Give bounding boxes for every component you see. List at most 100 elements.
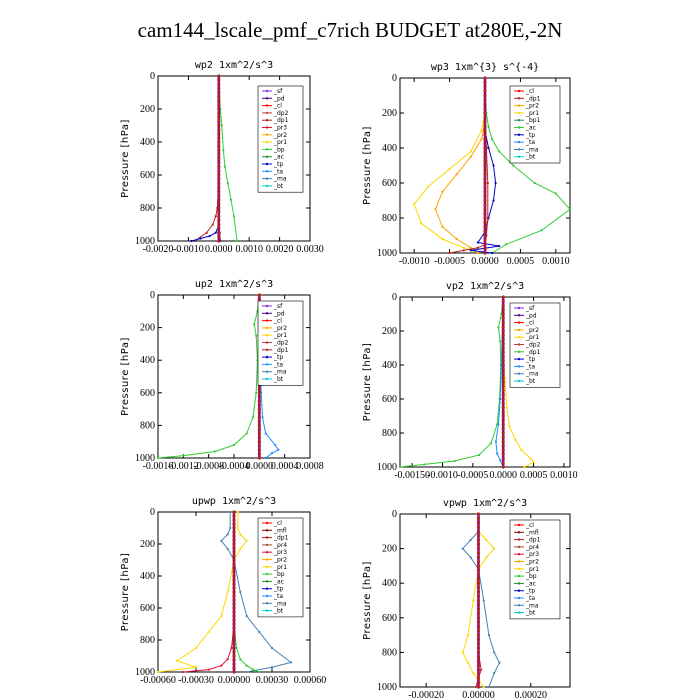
- data-point: [274, 443, 277, 447]
- data-point: [232, 538, 236, 542]
- data-point: [232, 666, 236, 670]
- y-axis-label: Pressure [hPa]: [362, 561, 373, 640]
- data-point: [434, 208, 437, 211]
- data-point: [483, 159, 487, 163]
- data-point: [217, 227, 221, 231]
- legend-label: _bp: [273, 571, 285, 578]
- data-point: [258, 630, 261, 634]
- data-point: [501, 363, 505, 367]
- data-point: [476, 633, 481, 637]
- legend-label: _tp: [525, 132, 535, 139]
- data-point: [483, 185, 487, 189]
- legend-marker: [517, 379, 521, 383]
- data-point: [232, 670, 236, 674]
- data-point: [485, 538, 488, 542]
- data-point: [217, 177, 221, 181]
- legend-label: _pr2: [525, 327, 539, 334]
- data-point: [476, 551, 481, 555]
- data-point: [232, 630, 236, 634]
- legend-label: _pr1: [273, 564, 287, 571]
- data-point: [476, 512, 481, 516]
- data-point: [501, 371, 505, 376]
- data-point: [264, 432, 267, 435]
- legend-marker: [265, 602, 269, 605]
- y-tick-label: 600: [382, 394, 397, 405]
- data-point: [483, 115, 487, 119]
- series-line: [462, 514, 495, 688]
- data-point: [257, 403, 261, 407]
- data-point: [476, 668, 481, 672]
- legend-marker: [517, 350, 521, 353]
- legend-marker: [265, 609, 269, 612]
- data-point: [257, 415, 261, 419]
- x-tick-label: 0.00020: [515, 690, 548, 700]
- legend-marker: [265, 558, 269, 561]
- data-point: [476, 516, 481, 520]
- data-point: [501, 337, 505, 342]
- legend-label: _pr1: [525, 334, 539, 341]
- data-point: [494, 440, 498, 443]
- legend-label: _bp: [525, 573, 537, 580]
- x-tick-label: 0.0020: [266, 244, 294, 255]
- legend-label: _cl: [273, 520, 282, 527]
- y-tick-label: 1000: [135, 453, 155, 464]
- data-point: [483, 89, 487, 93]
- data-point: [466, 634, 470, 637]
- data-point: [501, 312, 505, 316]
- data-point: [277, 448, 280, 451]
- data-point: [501, 303, 505, 308]
- legend-label: _tp: [525, 588, 535, 595]
- x-tick-label: 0.0000: [471, 256, 499, 267]
- data-point: [217, 123, 221, 128]
- data-point: [483, 242, 487, 246]
- data-point: [232, 658, 236, 662]
- data-point: [514, 438, 517, 441]
- legend-marker: [265, 155, 269, 158]
- legend-label: _ac: [525, 125, 536, 132]
- legend-marker: [517, 531, 521, 534]
- data-point: [501, 422, 505, 427]
- legend-marker: [517, 328, 521, 332]
- data-point: [498, 661, 501, 664]
- legend-marker: [265, 348, 269, 351]
- y-tick-label: 1000: [135, 667, 155, 678]
- data-point: [462, 246, 465, 249]
- legend-marker: [517, 140, 521, 144]
- legend-label: _ma: [525, 602, 539, 609]
- data-point: [232, 570, 236, 574]
- legend-label: _ta: [273, 168, 283, 175]
- data-point: [476, 572, 481, 577]
- data-point: [483, 80, 487, 84]
- data-point: [156, 456, 160, 460]
- data-point: [501, 410, 505, 414]
- series-line: [462, 514, 500, 688]
- legend-label: _pr2: [525, 103, 539, 110]
- legend-marker: [265, 334, 269, 337]
- data-point: [476, 676, 481, 680]
- legend-box: [257, 517, 304, 618]
- data-point: [251, 416, 255, 419]
- data-point: [229, 526, 232, 530]
- data-point: [476, 655, 481, 659]
- data-point: [217, 111, 221, 115]
- y-tick-label: 800: [382, 428, 397, 439]
- legend-label: _pr4: [273, 542, 287, 549]
- legend-marker: [265, 341, 269, 344]
- data-point: [483, 76, 487, 80]
- legend-label: _ma: [273, 176, 287, 183]
- data-point: [222, 149, 225, 152]
- data-point: [466, 661, 470, 664]
- legend-label: _ta: [525, 139, 535, 146]
- data-point: [257, 293, 261, 297]
- data-point: [483, 212, 487, 216]
- chart-panel-vpwp: vpwp 1xm^2/s^3 Pressure [hPa] 0 200 400 600 80…: [362, 498, 571, 700]
- data-point: [232, 610, 236, 614]
- data-point: [232, 582, 236, 586]
- data-point: [232, 578, 236, 582]
- data-point: [239, 590, 242, 594]
- data-point: [483, 229, 487, 233]
- legend-label: _pr2: [273, 132, 287, 139]
- y-tick-label: 0: [150, 290, 155, 301]
- data-point: [217, 169, 221, 173]
- x-tick-label: -0.0020: [143, 244, 174, 255]
